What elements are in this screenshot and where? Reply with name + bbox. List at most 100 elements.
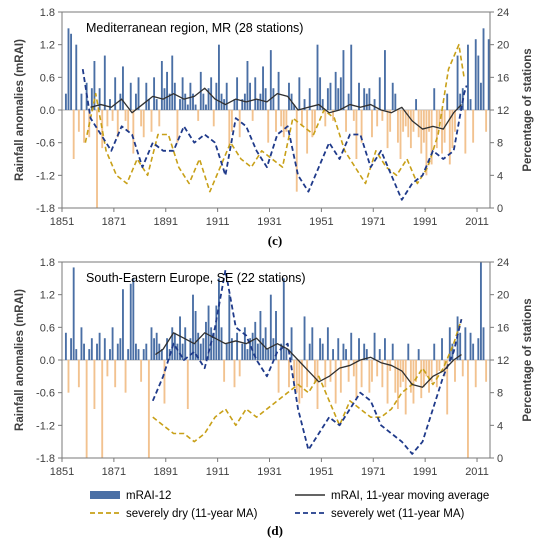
bar: [109, 99, 111, 110]
bar: [228, 110, 231, 149]
y-axis-label: Rainfall anomalies (mRAI): [14, 289, 26, 431]
bar: [259, 93, 262, 110]
bar: [212, 110, 215, 127]
bar: [166, 338, 168, 360]
bar: [365, 349, 368, 360]
x-tick-label: 1971: [361, 466, 385, 478]
bar: [396, 110, 399, 143]
bar: [407, 343, 410, 360]
bar: [430, 360, 433, 382]
bar: [402, 360, 405, 382]
bar: [153, 77, 156, 110]
line-severely-wet: [81, 69, 468, 201]
bar: [269, 50, 272, 110]
bar: [176, 343, 179, 360]
bar: [207, 88, 210, 110]
bar: [132, 278, 135, 360]
bar: [88, 349, 91, 360]
bar: [106, 110, 109, 127]
bar: [264, 88, 267, 110]
bars-mrai-12: [64, 262, 488, 458]
bar: [179, 99, 181, 110]
bar: [467, 360, 469, 458]
y2-tick-label: 24: [497, 7, 509, 19]
x-tick-label: 1951: [309, 466, 333, 478]
legend-item: severely wet (11-year MA): [295, 508, 465, 520]
bar: [166, 71, 168, 110]
bar: [150, 327, 153, 360]
bar: [456, 55, 459, 110]
bar: [477, 338, 480, 360]
bar: [129, 82, 132, 110]
y-tick-label: 1.8: [40, 257, 55, 269]
bar: [72, 110, 75, 159]
bar: [285, 110, 288, 132]
bar: [319, 338, 322, 360]
legend-label: mRAI, 11-year moving average: [331, 490, 489, 502]
bar: [70, 338, 73, 360]
bar: [448, 327, 451, 360]
bar: [275, 311, 277, 360]
y-tick-label: -1.8: [36, 203, 55, 215]
bar: [303, 316, 306, 360]
bar: [415, 360, 418, 382]
x-tick-label: 1971: [361, 216, 385, 228]
y-tick-label: -1.2: [36, 170, 55, 182]
bar: [451, 343, 454, 360]
bar: [303, 99, 306, 110]
x-tick-label: 1991: [413, 466, 437, 478]
bar: [137, 349, 140, 360]
bar: [324, 110, 327, 127]
bar: [205, 321, 207, 360]
bar: [111, 327, 114, 360]
bar: [482, 327, 485, 360]
bar: [134, 343, 137, 360]
bar: [64, 332, 67, 360]
y-tick-label: 0.6: [40, 322, 55, 334]
bar: [111, 110, 114, 121]
bar: [464, 327, 467, 360]
bar: [446, 93, 449, 110]
bar: [308, 343, 311, 360]
bar: [98, 332, 101, 360]
bar: [298, 360, 301, 404]
x-tick-label: 1911: [206, 216, 230, 228]
bar: [127, 110, 130, 132]
bar: [298, 77, 301, 110]
y2-axis-label: Percentage of stations: [522, 48, 534, 171]
bar: [373, 332, 376, 360]
bar: [332, 349, 334, 360]
bar: [124, 110, 127, 121]
legend-swatch-bar: [90, 491, 120, 499]
bar: [438, 110, 441, 127]
bar: [80, 327, 83, 360]
bar: [256, 343, 259, 360]
y2-tick-label: 4: [497, 170, 503, 182]
bar: [474, 39, 477, 110]
bar: [339, 360, 342, 393]
bar: [75, 349, 78, 360]
bar: [241, 343, 244, 360]
bar: [215, 305, 218, 360]
bar: [186, 360, 189, 409]
bar: [342, 343, 345, 360]
bar: [197, 110, 200, 121]
bar: [415, 99, 418, 110]
line-mrai-moving-average: [90, 87, 462, 130]
bar: [236, 77, 239, 110]
bar: [238, 360, 241, 377]
y-tick-label: 1.2: [40, 40, 55, 52]
bar: [454, 110, 456, 132]
bar: [386, 360, 389, 404]
bar: [238, 110, 241, 138]
bar: [158, 110, 161, 127]
x-tick-label: 1991: [413, 216, 437, 228]
bar: [171, 55, 174, 110]
bar: [223, 360, 226, 382]
bar: [326, 327, 329, 360]
bar: [90, 88, 93, 110]
bar: [173, 332, 176, 360]
bar: [399, 360, 402, 388]
bar: [155, 99, 158, 110]
bar: [114, 360, 117, 388]
